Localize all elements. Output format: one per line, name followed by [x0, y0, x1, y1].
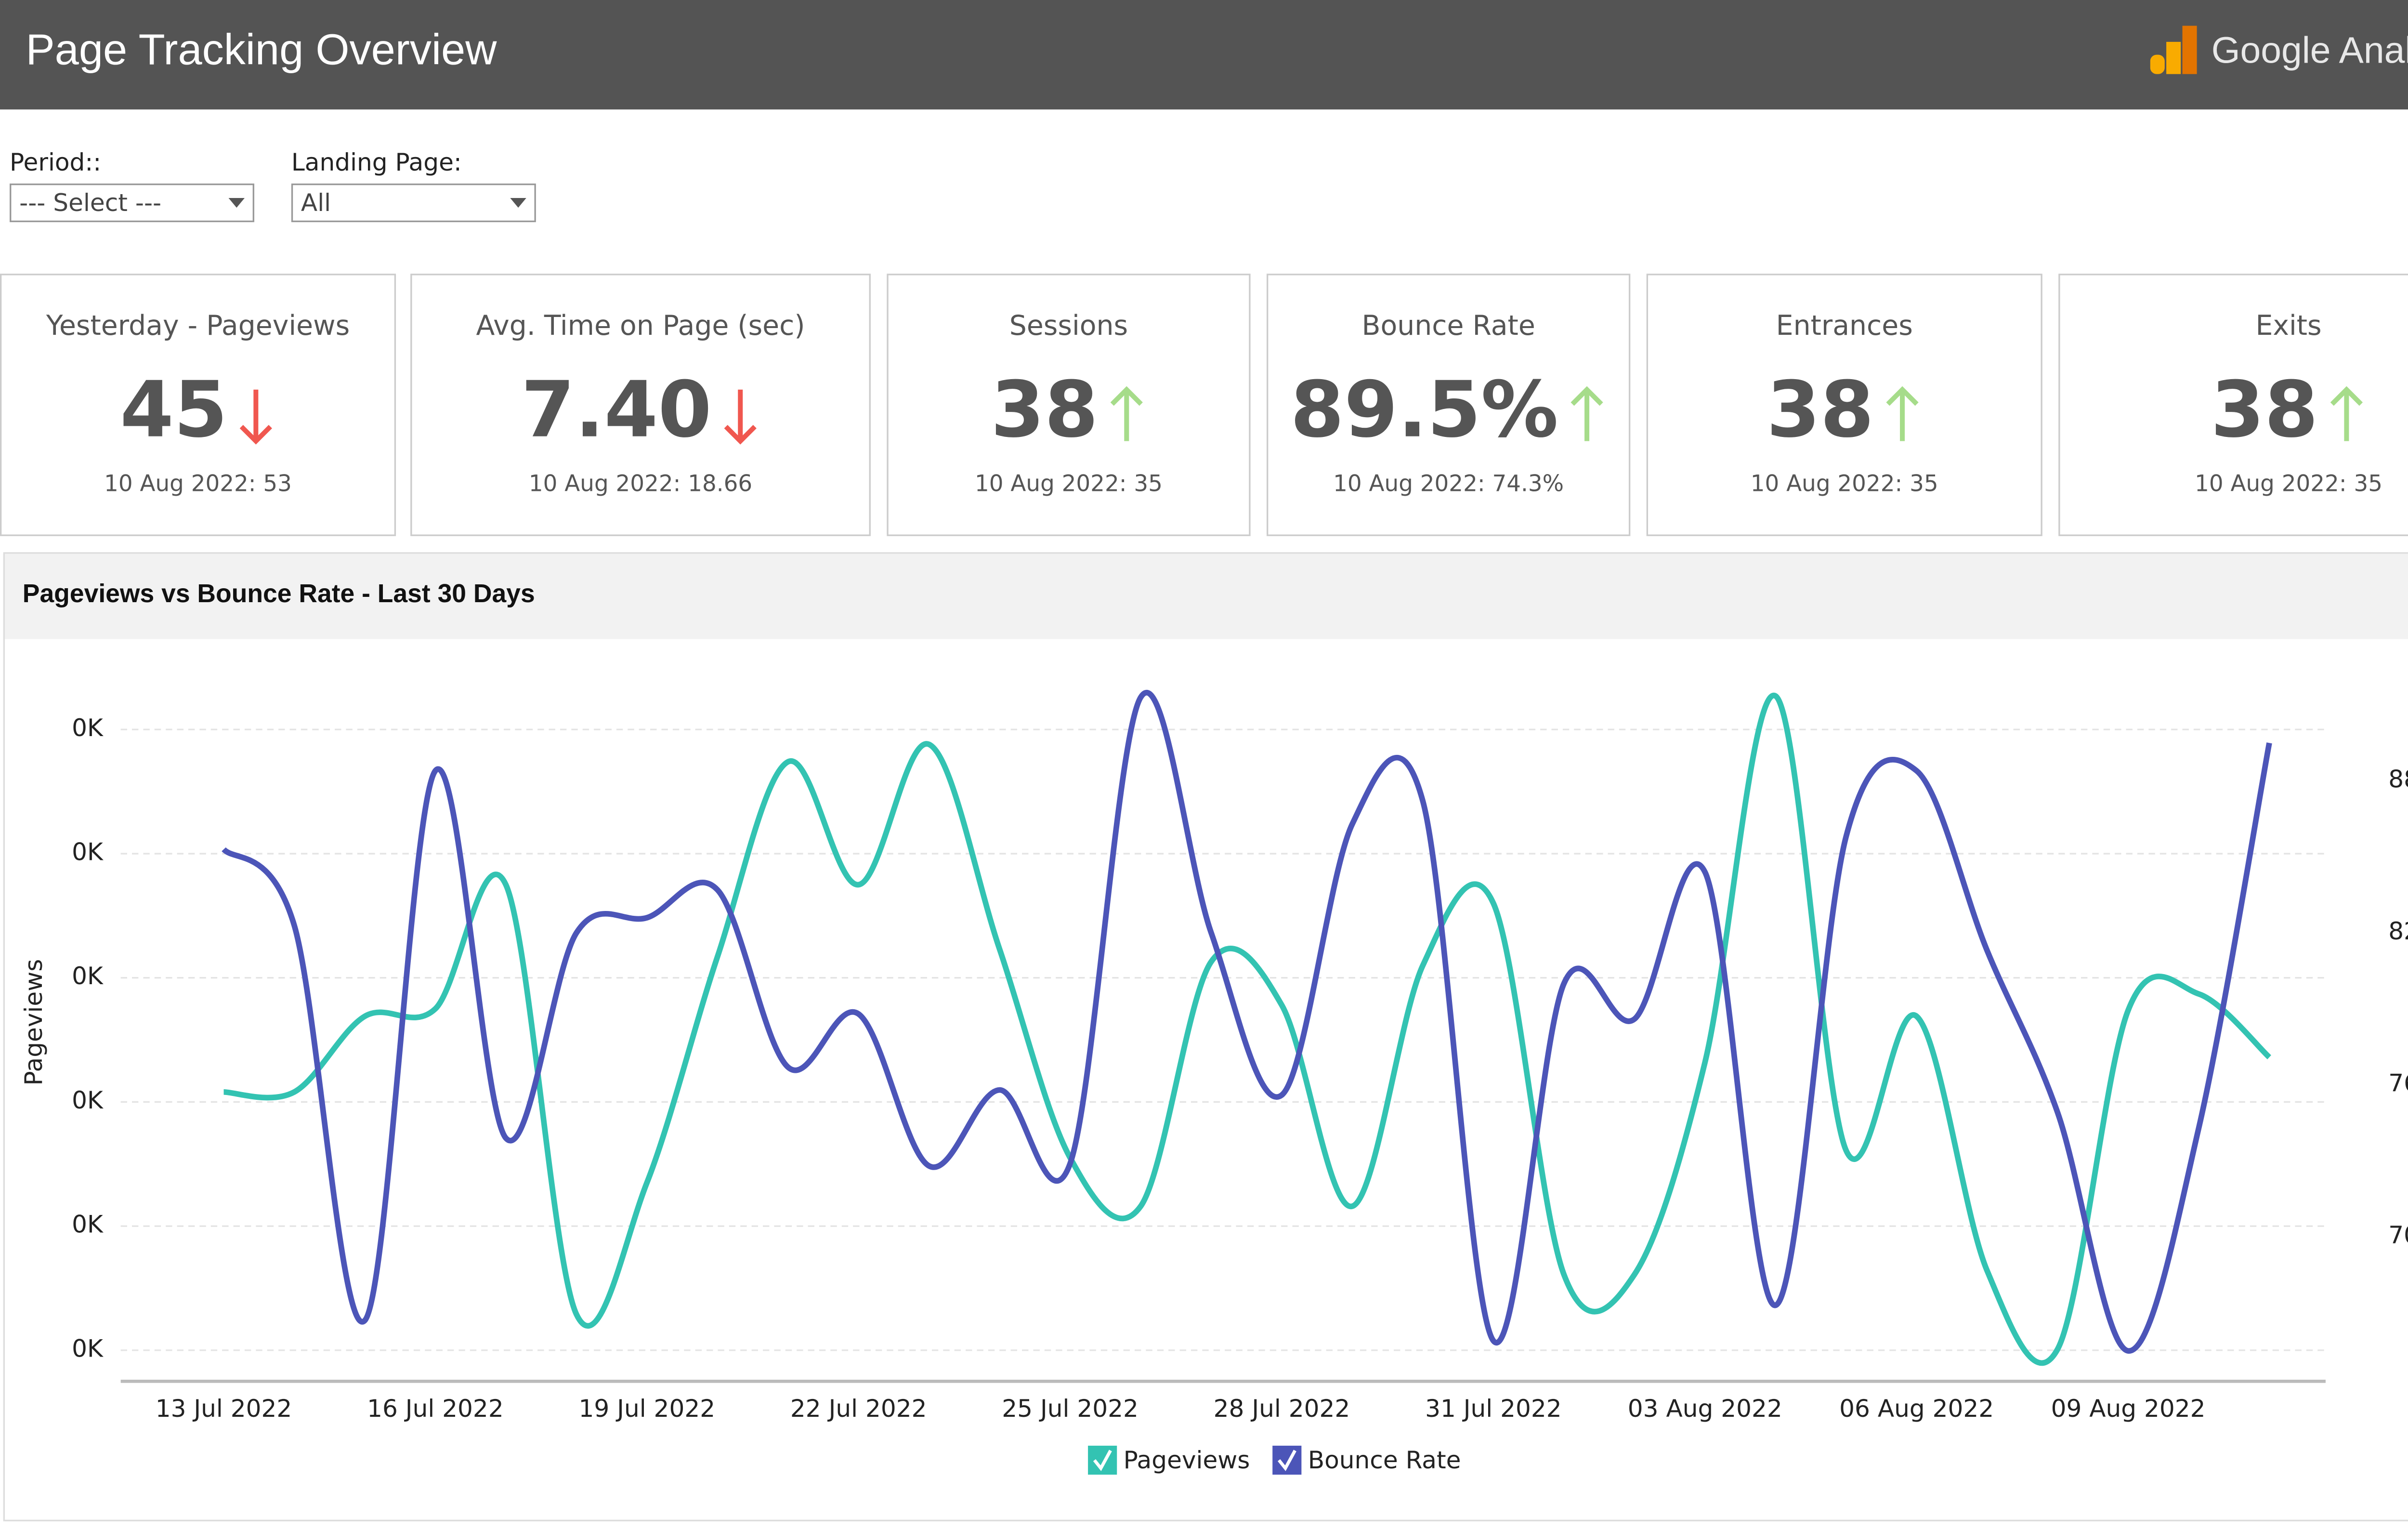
kpi-value: 38 [2211, 365, 2318, 456]
x-tick-label: 16 Jul 2022 [367, 1394, 504, 1423]
y2-tick-label: 88% [2388, 765, 2408, 793]
y-tick-label: 0K [72, 713, 104, 742]
kpi-label: Avg. Time on Page (sec) [476, 310, 805, 343]
kpi-card: Avg. Time on Page (sec) 7.40 10 Aug 2022: … [410, 274, 871, 536]
series-line [223, 692, 2271, 1366]
kpi-label: Bounce Rate [1361, 310, 1535, 343]
kpi-label: Entrances [1776, 310, 1913, 343]
legend-label: Pageviews [1124, 1446, 1250, 1474]
kpi-value-row: 89.5% [1268, 366, 1629, 456]
y-tick-label: 0K [72, 962, 104, 990]
chart-panel: Pageviews vs Bounce Rate - Last 30 Days [3, 552, 2408, 1522]
kpi-previous: 10 Aug 2022: 74.3% [1333, 472, 1564, 498]
legend-swatch [1088, 1445, 1117, 1475]
kpi-previous: 10 Aug 2022: 35 [1750, 472, 1938, 498]
series-line [222, 689, 2272, 1354]
y-tick-label: 0K [72, 1210, 104, 1239]
kpi-value-row: 38 [1648, 366, 2041, 456]
legend-swatch [1272, 1445, 1302, 1475]
kpi-previous: 10 Aug 2022: 35 [975, 472, 1163, 498]
kpi-card: Sessions 38 10 Aug 2022: 35 [887, 274, 1251, 536]
x-tick-label: 31 Jul 2022 [1425, 1394, 1562, 1423]
x-tick-label: 03 Aug 2022 [1628, 1394, 1782, 1423]
kpi-previous: 10 Aug 2022: 35 [2195, 472, 2383, 498]
kpi-value-row: 38 [889, 366, 1249, 456]
trend-arrow [1111, 386, 1144, 441]
filter-label: Period:: [10, 148, 102, 177]
arrow-head [724, 425, 757, 445]
arrow-head [1571, 386, 1604, 406]
kpi-value: 38 [991, 365, 1099, 456]
y-tick-label: 0K [72, 1086, 104, 1114]
kpi-label: Sessions [1009, 310, 1128, 343]
legend-label: Bounce Rate [1308, 1446, 1461, 1474]
kpi-label: Yesterday - Pageviews [46, 310, 350, 343]
chart-title: Pageviews vs Bounce Rate - Last 30 Days [5, 554, 2408, 639]
trend-arrow [1571, 386, 1604, 441]
kpi-card: Yesterday - Pageviews 45 10 Aug 2022: 53 [0, 274, 396, 536]
kpi-value: 7.40 [521, 365, 712, 456]
arrow-head [2331, 386, 2364, 406]
legend-check [1093, 1450, 1112, 1471]
filter-label: Landing Page: [291, 148, 462, 177]
page-title: Page Tracking Overview [26, 26, 497, 74]
kpi-value: 89.5% [1290, 365, 1558, 456]
kpi-card: Exits 38 10 Aug 2022: 35 [2058, 274, 2408, 536]
arrow-head [1886, 386, 1919, 406]
kpi-value-row: 7.40 [412, 366, 869, 456]
y2-tick-label: 70% [2388, 1221, 2408, 1249]
kpi-previous: 10 Aug 2022: 18.66 [528, 472, 753, 498]
trend-arrow [240, 389, 273, 445]
kpi-previous: 10 Aug 2022: 53 [104, 472, 292, 498]
trend-arrow [724, 389, 757, 445]
filter: Landing Page: All [291, 148, 536, 223]
kpi-value-row: 38 [2060, 366, 2408, 456]
filter: Period:: --- Select --- [10, 148, 255, 223]
x-tick-label: 25 Jul 2022 [1002, 1394, 1139, 1423]
y-axis-title: Pageviews [19, 959, 48, 1086]
x-tick-label: 19 Jul 2022 [578, 1394, 715, 1423]
x-tick-label: 09 Aug 2022 [2051, 1394, 2206, 1423]
y2-tick-label: 82% [2388, 917, 2408, 945]
arrow-head [1111, 386, 1144, 406]
x-tick-label: 13 Jul 2022 [156, 1394, 292, 1423]
brand: Google Analytics [2211, 29, 2408, 71]
trend-arrow [1886, 386, 1919, 441]
kpi-label: Exits [2255, 310, 2322, 343]
x-tick-label: 06 Aug 2022 [1839, 1394, 1994, 1423]
arrow-head [240, 425, 273, 445]
x-tick-label: 22 Jul 2022 [790, 1394, 927, 1423]
kpi-value-row: 45 [1, 366, 394, 456]
header: Page Tracking Overview Google Analytics [0, 0, 2408, 110]
kpi-value: 45 [120, 365, 228, 456]
kpi-value: 38 [1766, 365, 1874, 456]
dropdown[interactable]: All [291, 183, 536, 223]
dropdown[interactable]: --- Select --- [10, 183, 255, 223]
kpi-card: Entrances 38 10 Aug 2022: 35 [1646, 274, 2042, 536]
trend-arrow [2331, 386, 2364, 441]
y-tick-label: 0K [72, 838, 104, 866]
x-tick-label: 28 Jul 2022 [1214, 1394, 1350, 1423]
logo [2150, 26, 2197, 74]
kpi-card: Bounce Rate 89.5% 10 Aug 2022: 74.3% [1267, 274, 1631, 536]
y-tick-label: 0K [72, 1334, 104, 1362]
legend-check [1277, 1450, 1296, 1471]
y2-tick-label: 76% [2388, 1069, 2408, 1097]
